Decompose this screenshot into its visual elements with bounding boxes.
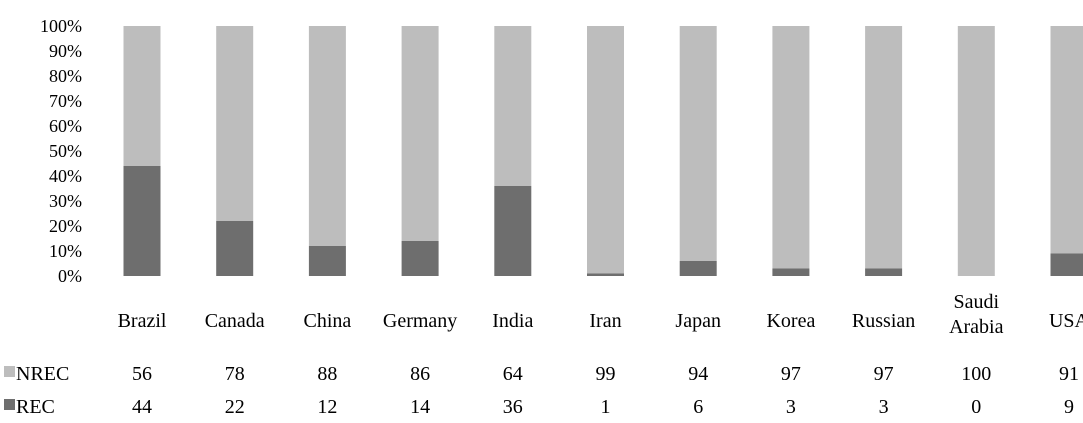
y-tick-label: 30% <box>49 191 82 211</box>
x-tick-label: Saudi <box>954 291 1000 313</box>
legend-label-nrec: NREC <box>16 363 69 385</box>
bar-rec-japan <box>679 261 717 276</box>
data-label-rec: 3 <box>879 396 889 418</box>
y-tick-label: 10% <box>49 241 82 261</box>
bar-rec-india <box>494 186 532 276</box>
data-label-rec: 9 <box>1064 396 1074 418</box>
x-tick-label: USA <box>1049 310 1083 332</box>
data-label-rec: 36 <box>503 396 523 418</box>
bar-rec-germany <box>401 241 439 276</box>
data-label-rec: 0 <box>971 396 981 418</box>
y-tick-label: 20% <box>49 216 82 236</box>
data-label-rec: 22 <box>225 396 245 418</box>
data-label-rec: 12 <box>317 396 337 418</box>
y-tick-label: 40% <box>49 166 82 186</box>
bar-rec-canada <box>216 221 254 276</box>
data-label-rec: 1 <box>601 396 611 418</box>
legend-key-rec <box>4 399 15 410</box>
data-label-nrec: 99 <box>596 363 616 385</box>
data-label-nrec: 100 <box>961 363 991 385</box>
x-tick-label: China <box>304 310 352 332</box>
bar-rec-russian <box>865 268 903 276</box>
data-label-nrec: 78 <box>225 363 245 385</box>
data-label-rec: 3 <box>786 396 796 418</box>
data-label-nrec: 97 <box>874 363 894 385</box>
bar-rec-usa <box>1050 253 1083 276</box>
y-tick-label: 100% <box>40 16 82 36</box>
y-tick-label: 0% <box>58 266 82 286</box>
data-label-nrec: 97 <box>781 363 801 385</box>
bar-rec-iran <box>587 273 624 276</box>
y-tick-label: 90% <box>49 41 82 61</box>
data-label-rec: 14 <box>410 396 430 418</box>
x-tick-label: Iran <box>589 310 621 332</box>
y-tick-label: 60% <box>49 116 82 136</box>
bar-nrec-india <box>494 26 532 186</box>
bar-rec-china <box>308 246 346 276</box>
legend-key-nrec <box>4 366 15 377</box>
data-label-nrec: 94 <box>688 363 708 385</box>
bar-nrec-russian <box>865 26 903 269</box>
x-axis-labels: Brazil Canada China Germany India Iran Japan Ko… <box>118 291 1083 338</box>
bar-nrec-china <box>308 26 346 246</box>
bar-nrec-japan <box>679 26 717 261</box>
y-tick-label: 80% <box>49 66 82 86</box>
x-tick-label: Korea <box>766 310 815 332</box>
bar-rec-korea <box>772 268 810 276</box>
y-tick-label: 50% <box>49 141 82 161</box>
x-tick-label: Arabia <box>949 316 1004 338</box>
bar-nrec-iran <box>587 26 624 274</box>
y-tick-label: 70% <box>49 91 82 111</box>
data-label-rec: 6 <box>693 396 703 418</box>
x-tick-label: Brazil <box>118 310 167 332</box>
bar-nrec-germany <box>401 26 439 241</box>
data-label-rec: 44 <box>132 396 152 418</box>
bar-nrec-korea <box>772 26 810 269</box>
legend-label-rec: REC <box>16 396 55 418</box>
bar-nrec-canada <box>216 26 254 221</box>
bar-nrec-brazil <box>123 26 161 166</box>
data-label-nrec: 64 <box>503 363 523 385</box>
x-tick-label: Canada <box>205 310 265 332</box>
x-tick-label: Germany <box>383 310 457 332</box>
bars <box>123 26 1083 276</box>
data-label-nrec: 91 <box>1059 363 1079 385</box>
data-label-nrec: 56 <box>132 363 152 385</box>
x-tick-label: India <box>492 310 533 332</box>
data-label-nrec: 88 <box>317 363 337 385</box>
bar-rec-brazil <box>123 166 161 276</box>
bar-nrec-saudi-arabia <box>957 26 995 276</box>
x-tick-label: Russian <box>852 310 915 332</box>
x-tick-label: Japan <box>675 310 721 332</box>
y-axis: 0% 10% 20% 30% 40% 50% 60% 70% 80% 90% 100% <box>40 16 82 286</box>
bar-nrec-usa <box>1050 26 1083 254</box>
data-label-nrec: 86 <box>410 363 430 385</box>
